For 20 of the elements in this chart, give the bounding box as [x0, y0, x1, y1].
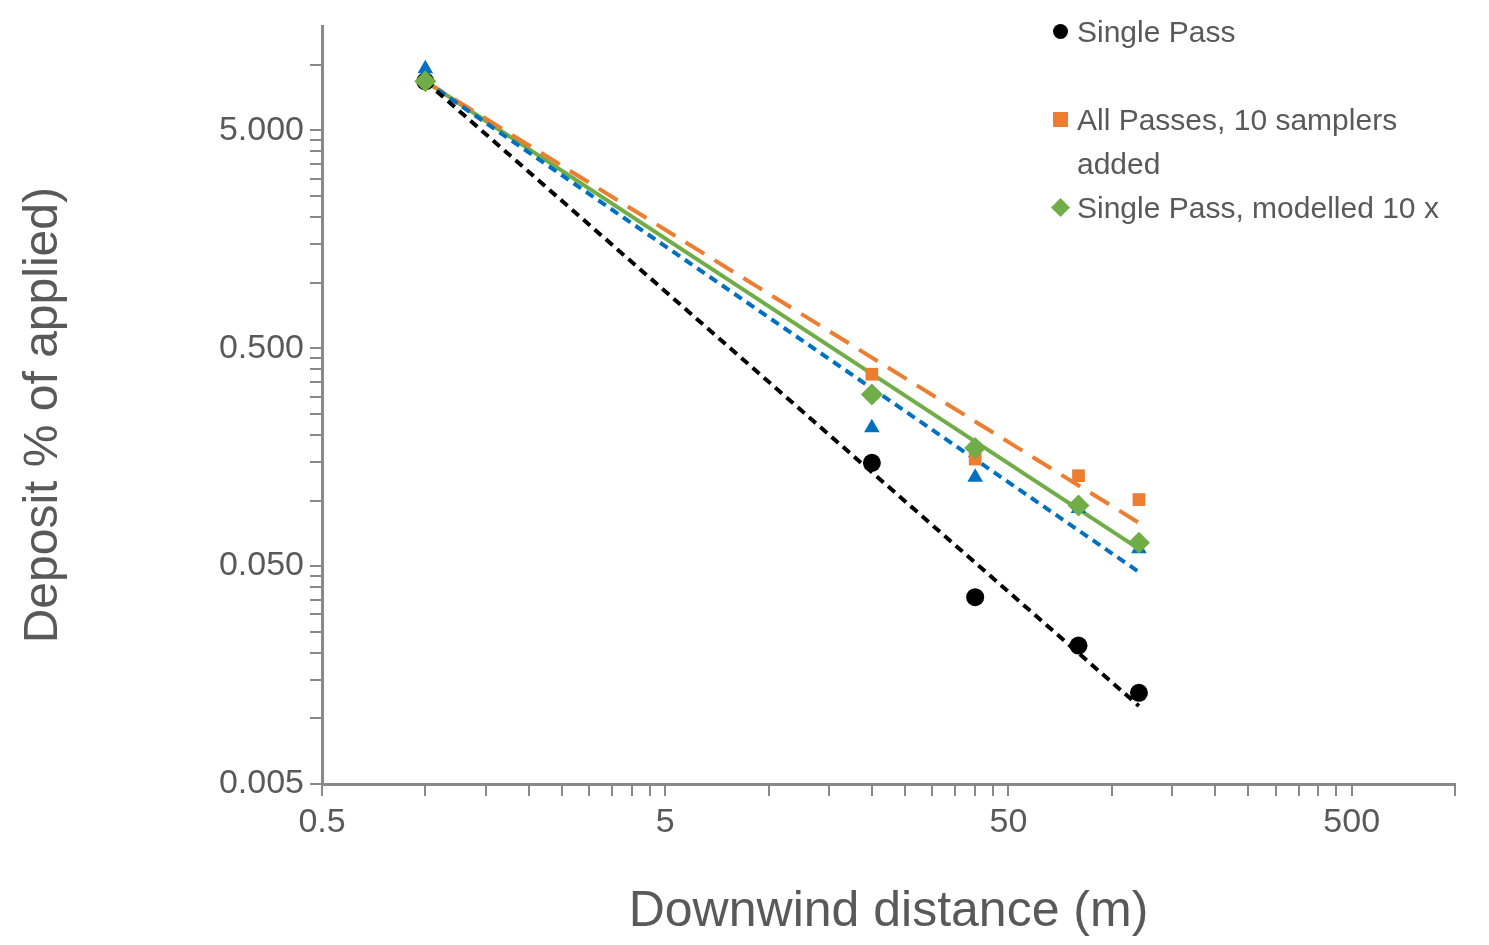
y-tick-label: 5.000	[218, 108, 304, 147]
point	[1069, 636, 1088, 655]
x-axis-title: Downwind distance (m)	[628, 880, 1149, 937]
legend-label: All Passes, 10 samplers added	[1077, 102, 1399, 182]
point	[862, 453, 881, 472]
y-tick-label: 0.050	[218, 544, 304, 583]
legend-label: Single Pass, modelled 10 x	[1077, 190, 1439, 226]
x-tick-label: 50	[989, 800, 1028, 839]
point	[966, 588, 985, 607]
x-tick-label: 0.5	[298, 800, 346, 839]
point	[865, 367, 879, 381]
point	[964, 437, 987, 460]
point	[860, 383, 883, 406]
x-tick-label: 5	[655, 800, 675, 839]
legend-label: Single Pass	[1077, 14, 1236, 50]
x-tick-label: 500	[1323, 800, 1381, 839]
y-tick-label: 0.005	[218, 762, 304, 801]
y-axis-title: Deposit % of applied)	[14, 187, 68, 644]
point	[1072, 469, 1085, 483]
y-tick-label: 0.500	[218, 326, 304, 365]
